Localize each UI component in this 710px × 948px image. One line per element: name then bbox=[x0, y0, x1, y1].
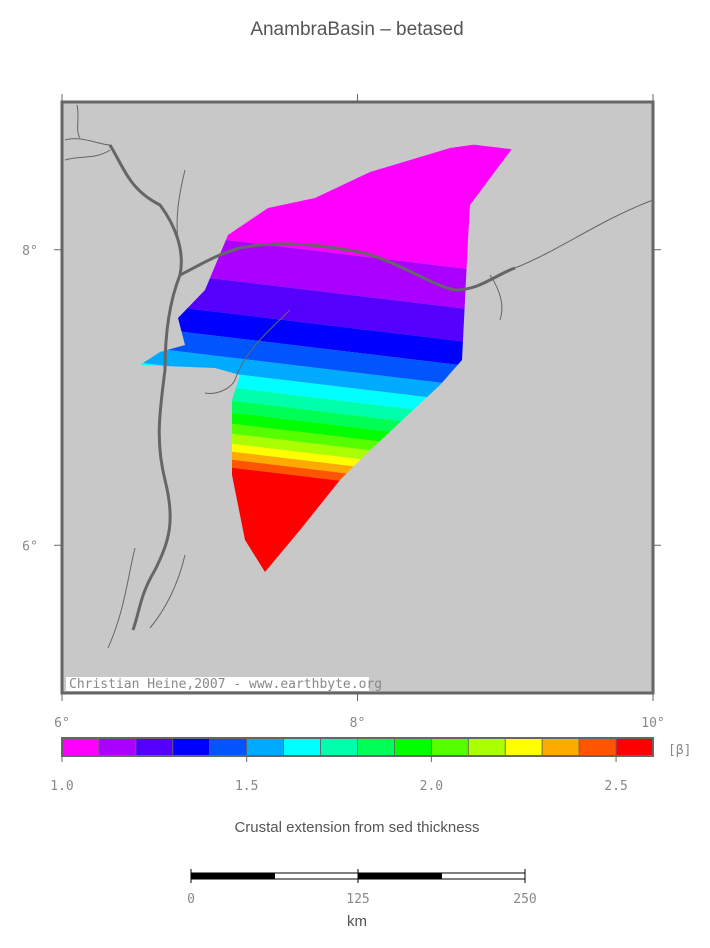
title: AnambraBasin – betased bbox=[250, 19, 463, 40]
colorbar-swatch bbox=[98, 737, 137, 757]
x-tick-label: 6° bbox=[54, 716, 70, 731]
colorbar-tick-label: 2.0 bbox=[420, 779, 443, 794]
credit: Christian Heine,2007 - www.earthbyte.org bbox=[69, 677, 382, 692]
colorbar-caption: Crustal extension from sed thickness bbox=[234, 819, 479, 836]
scalebar-tick-label: 0 bbox=[187, 892, 195, 907]
colorbar-swatch bbox=[357, 737, 395, 757]
scalebar-segment bbox=[357, 872, 442, 880]
colorbar-swatch bbox=[135, 737, 174, 757]
scalebar-tick-label: 250 bbox=[513, 892, 536, 907]
scalebar-segment bbox=[274, 872, 359, 880]
colorbar-swatch bbox=[430, 737, 469, 757]
colorbar-swatch bbox=[61, 737, 100, 757]
colorbar-swatch bbox=[394, 737, 432, 757]
colorbar-tick-label: 2.5 bbox=[604, 779, 627, 794]
y-tick-label: 6° bbox=[22, 539, 38, 554]
x-tick-label: 8° bbox=[350, 716, 366, 731]
scalebar-tick-label: 125 bbox=[346, 892, 369, 907]
colorbar-unit: [β] bbox=[668, 743, 691, 758]
colorbar-swatch bbox=[541, 737, 580, 757]
y-tick-label: 8° bbox=[22, 244, 38, 259]
credit-box bbox=[66, 677, 369, 691]
x-tick-label: 10° bbox=[641, 716, 664, 731]
colorbar-swatch bbox=[578, 737, 617, 757]
scalebar-segment bbox=[441, 872, 526, 880]
rivers bbox=[64, 104, 654, 649]
colorbar-swatch bbox=[615, 737, 654, 757]
beta-band bbox=[140, 298, 520, 377]
colorbar-swatch bbox=[504, 737, 543, 757]
colorbar-frame bbox=[61, 737, 654, 757]
scalebar-segment bbox=[190, 872, 275, 880]
colorbar-tick-label: 1.0 bbox=[50, 779, 73, 794]
colorbar-swatch bbox=[283, 737, 321, 757]
beta-band bbox=[140, 265, 520, 353]
colorbar-swatch bbox=[467, 737, 506, 757]
beta-band bbox=[140, 322, 520, 397]
scalebar-unit: km bbox=[347, 913, 367, 930]
colorbar-tick-label: 1.5 bbox=[235, 779, 258, 794]
colorbar-swatch bbox=[246, 737, 285, 757]
colorbar-swatch bbox=[209, 737, 248, 757]
colorbar-swatch bbox=[172, 737, 211, 757]
colorbar-swatch bbox=[320, 737, 358, 757]
